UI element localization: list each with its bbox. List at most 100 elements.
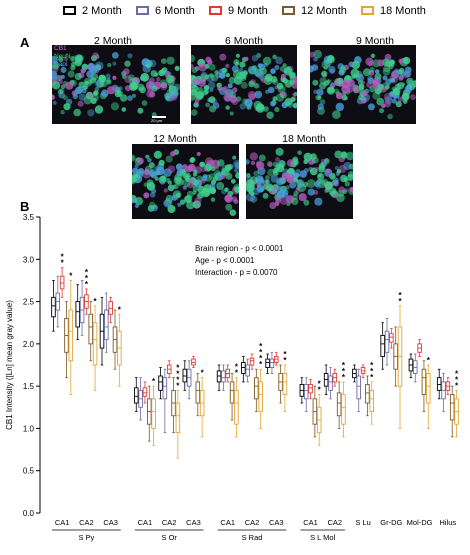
cell-mark bbox=[193, 102, 199, 108]
x-category-label: CA3 bbox=[269, 518, 284, 527]
cell-mark bbox=[270, 175, 279, 183]
cell-mark bbox=[384, 100, 391, 108]
cell-mark bbox=[209, 187, 216, 195]
cell-mark bbox=[65, 81, 74, 90]
figure-legend: 2 Month 6 Month 9 Month 12 Month 18 Mont… bbox=[0, 0, 470, 24]
cell-mark bbox=[229, 209, 237, 216]
stats-line: Brain region - p < 0.0001 bbox=[195, 244, 284, 253]
cell-mark bbox=[377, 84, 383, 90]
cell-mark bbox=[299, 170, 307, 178]
significance-marker: * bbox=[342, 373, 346, 382]
cell-mark bbox=[345, 151, 353, 161]
cell-mark bbox=[147, 158, 152, 163]
legend-label-2-month: 2 Month bbox=[82, 5, 122, 17]
box-iqr bbox=[303, 384, 309, 400]
micrograph-title-12-month: 12 Month bbox=[153, 133, 197, 145]
cell-mark bbox=[235, 172, 239, 179]
cell-mark bbox=[267, 162, 273, 168]
cell-mark bbox=[398, 75, 404, 81]
x-category-label: CA2 bbox=[245, 518, 260, 527]
y-axis-title: CB1 Intensity ([Ln] mean gray value) bbox=[5, 300, 14, 430]
cell-mark bbox=[92, 52, 99, 59]
y-tick-label: 2.5 bbox=[23, 298, 35, 307]
cell-mark bbox=[303, 159, 309, 165]
stats-line: Age - p < 0.0001 bbox=[195, 256, 255, 265]
cell-mark bbox=[135, 197, 144, 206]
cell-mark bbox=[224, 195, 232, 202]
cell-mark bbox=[260, 77, 267, 83]
cell-mark bbox=[124, 75, 133, 84]
cell-mark bbox=[390, 78, 395, 83]
cell-mark bbox=[222, 86, 229, 93]
box-iqr bbox=[229, 381, 235, 404]
cell-mark bbox=[52, 70, 58, 79]
cell-mark bbox=[128, 74, 135, 81]
cell-mark bbox=[213, 170, 222, 178]
cell-mark bbox=[275, 147, 284, 156]
cell-mark bbox=[406, 77, 414, 86]
cell-mark bbox=[295, 169, 301, 174]
cell-mark bbox=[398, 58, 404, 64]
cell-mark bbox=[227, 83, 233, 89]
cell-mark bbox=[73, 108, 81, 117]
cell-mark bbox=[63, 103, 71, 111]
cell-mark bbox=[274, 164, 281, 171]
legend-label-9-month: 9 Month bbox=[228, 5, 268, 17]
cell-mark bbox=[269, 202, 277, 209]
cell-mark bbox=[336, 193, 345, 202]
y-tick-label: 2.0 bbox=[23, 340, 35, 349]
cell-mark bbox=[385, 78, 392, 86]
cell-mark bbox=[225, 203, 233, 211]
cell-mark bbox=[388, 64, 394, 70]
legend-swatch-6-month bbox=[136, 6, 149, 15]
cell-mark bbox=[234, 167, 239, 173]
cell-mark bbox=[256, 184, 265, 193]
cell-mark bbox=[193, 169, 198, 174]
scale-bar-label: 20 μm bbox=[151, 118, 163, 123]
significance-marker: * bbox=[283, 350, 287, 359]
cell-mark bbox=[52, 56, 58, 64]
cell-mark bbox=[165, 75, 174, 84]
cell-mark bbox=[210, 197, 216, 202]
box-iqr bbox=[133, 387, 139, 404]
cell-mark bbox=[303, 199, 310, 206]
cell-mark bbox=[205, 56, 212, 63]
cell-mark bbox=[63, 56, 69, 62]
y-tick-label: 1.5 bbox=[23, 382, 35, 391]
cell-mark bbox=[390, 59, 395, 65]
cell-mark bbox=[145, 154, 150, 159]
cell-mark bbox=[52, 100, 57, 105]
cell-mark bbox=[318, 163, 326, 170]
cell-mark bbox=[233, 183, 239, 193]
cell-mark bbox=[344, 181, 350, 187]
box-iqr bbox=[104, 309, 109, 341]
cell-mark bbox=[290, 97, 296, 103]
cell-mark bbox=[60, 110, 65, 115]
significance-marker: * bbox=[259, 342, 263, 351]
box-iqr bbox=[421, 368, 427, 396]
cell-mark bbox=[272, 168, 278, 174]
cell-mark bbox=[239, 103, 246, 110]
cell-mark bbox=[285, 185, 290, 190]
box-iqr bbox=[449, 394, 455, 421]
cell-mark bbox=[295, 173, 300, 178]
cell-mark bbox=[153, 150, 162, 159]
cell-mark bbox=[203, 164, 212, 172]
box-iqr bbox=[162, 377, 168, 400]
y-tick-label: 3.5 bbox=[23, 213, 35, 222]
cell-mark bbox=[52, 94, 55, 100]
legend-label-6-month: 6 Month bbox=[155, 5, 195, 17]
cell-mark bbox=[275, 157, 280, 162]
cell-mark bbox=[328, 65, 336, 74]
cell-mark bbox=[274, 65, 280, 70]
cell-mark bbox=[132, 167, 139, 175]
cell-mark bbox=[84, 81, 89, 85]
cell-mark bbox=[295, 187, 301, 193]
cell-mark bbox=[219, 72, 226, 79]
cell-mark bbox=[317, 173, 323, 178]
cell-mark bbox=[262, 56, 272, 66]
cell-mark bbox=[246, 159, 250, 165]
cell-mark bbox=[87, 63, 96, 72]
cell-mark bbox=[321, 70, 328, 77]
cell-mark bbox=[107, 86, 116, 95]
